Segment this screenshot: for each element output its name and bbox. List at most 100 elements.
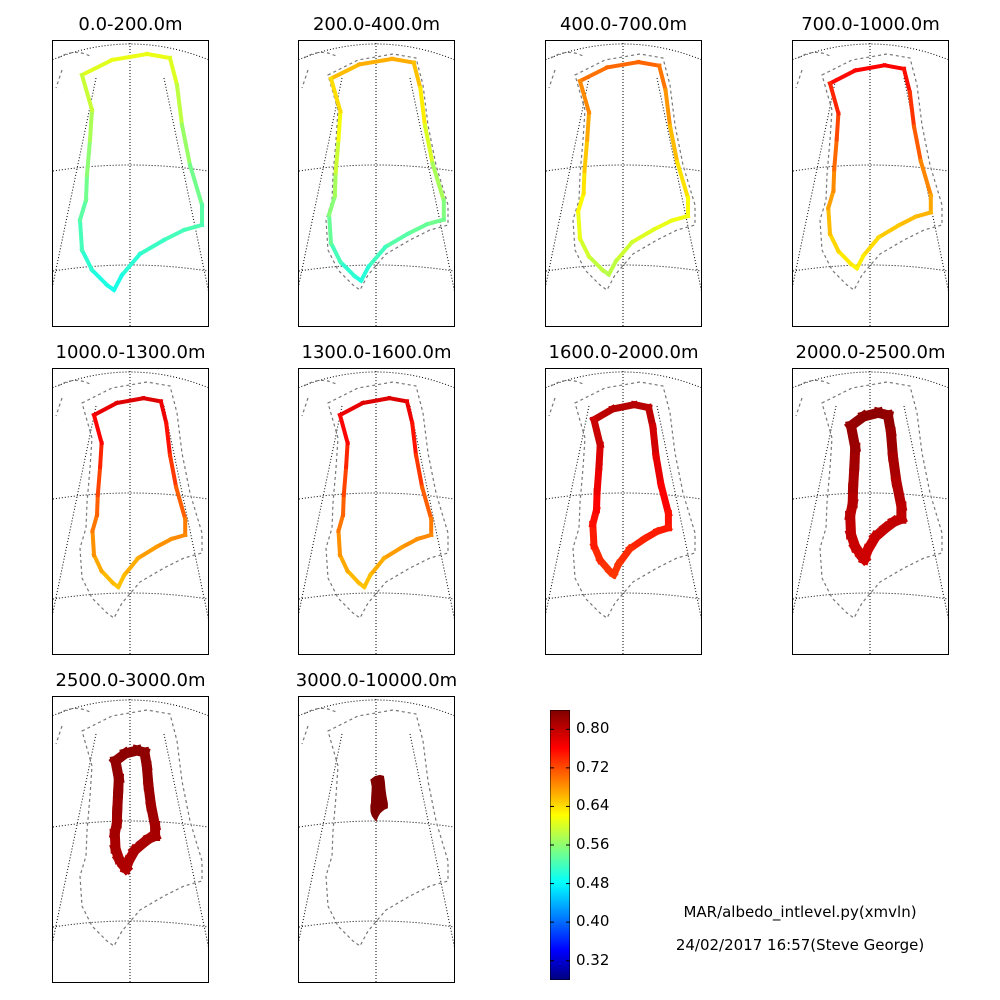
panel-title: 2500.0-3000.0m [55, 670, 206, 691]
graticule-parallel [545, 43, 702, 61]
map-frame [298, 696, 455, 983]
coastline [301, 51, 337, 89]
graticule-meridian [163, 77, 209, 296]
coastline [325, 381, 449, 619]
albedo-band [344, 568, 362, 586]
map-panel [298, 40, 455, 327]
graticule-meridian [298, 77, 343, 292]
albedo-band [430, 160, 447, 204]
colorbar-tick-label: 0.32 [576, 950, 610, 969]
albedo-band [358, 263, 372, 284]
albedo-band [356, 56, 395, 67]
albedo-band [153, 536, 175, 550]
coastline [55, 379, 91, 417]
albedo-band [827, 231, 842, 254]
albedo-band [589, 415, 605, 450]
albedo-band [367, 555, 387, 578]
albedo-band [337, 259, 358, 279]
albedo-band [181, 222, 205, 233]
albedo-band [651, 217, 675, 233]
albedo-band [593, 462, 603, 496]
albedo-band [663, 87, 673, 129]
albedo-band [365, 244, 389, 270]
albedo-band [158, 398, 169, 426]
map-panel [52, 696, 209, 983]
panel-title: 1600.0-2000.0m [548, 342, 699, 363]
albedo-band [326, 212, 334, 246]
albedo-band [882, 62, 907, 72]
albedo-band [387, 395, 410, 404]
albedo-band [852, 62, 887, 73]
map-panel [298, 696, 455, 983]
graticule-meridian [903, 405, 949, 624]
graticule-meridian [545, 405, 590, 620]
graticule-meridian [409, 405, 455, 624]
albedo-band [109, 51, 150, 63]
coastline [55, 51, 91, 89]
albedo-band [586, 253, 606, 273]
albedo-band [98, 568, 116, 586]
coastline [325, 709, 449, 947]
colorbar-tick-label: 0.40 [576, 912, 610, 931]
coastline [572, 381, 696, 619]
albedo-band [399, 536, 421, 550]
graticule-parallel [298, 699, 455, 717]
colorbar-tick-label: 0.80 [576, 719, 610, 738]
albedo-band [174, 82, 185, 128]
albedo-band [418, 85, 428, 128]
graticule-parallel [52, 699, 209, 717]
albedo-band [581, 168, 587, 196]
map-panel [298, 368, 455, 655]
albedo-band [360, 395, 392, 406]
albedo-band [911, 124, 924, 164]
panel-title: 3000.0-10000.0m [295, 670, 458, 691]
albedo-band [328, 61, 362, 82]
graticule-meridian [52, 733, 97, 948]
albedo-band [875, 222, 902, 241]
albedo-band [651, 451, 666, 489]
albedo-band [90, 528, 97, 558]
albedo-band [179, 122, 193, 168]
graticule-parallel [298, 371, 455, 389]
graticule-parallel [792, 43, 949, 61]
graticule-meridian [656, 77, 702, 296]
panel-title: 400.0-700.0m [559, 14, 688, 35]
albedo-band [636, 59, 662, 69]
colorbar-tick-label: 0.64 [576, 796, 610, 815]
coastline [795, 51, 831, 89]
coastline [301, 379, 337, 417]
albedo-band [422, 123, 435, 166]
albedo-band [575, 191, 587, 214]
albedo-band [674, 159, 691, 201]
panel-title: 700.0-1000.0m [801, 14, 940, 35]
albedo-band [656, 480, 673, 518]
coastline [548, 51, 584, 89]
albedo-band [135, 544, 160, 561]
map-panel [792, 40, 949, 327]
albedo-band [341, 464, 349, 498]
albedo-band [328, 240, 344, 265]
map-frame [52, 696, 209, 983]
albedo-band [381, 544, 406, 561]
albedo-band [826, 205, 833, 237]
albedo-band [167, 55, 180, 88]
graticule-parallel [52, 371, 209, 389]
albedo-band [913, 209, 934, 220]
albedo-band [163, 420, 173, 458]
albedo-band [577, 64, 610, 84]
albedo-band [83, 172, 90, 203]
albedo-band [577, 235, 592, 260]
coastline [572, 53, 696, 291]
albedo-band [115, 572, 128, 590]
albedo-band [405, 221, 430, 237]
albedo-band [169, 532, 188, 542]
script-credit: MAR/albedo_intlevel.py(xmvln) [683, 903, 917, 921]
graticule-parallel [545, 371, 702, 389]
albedo-band [337, 400, 366, 418]
albedo-band [834, 111, 841, 142]
albedo-band [79, 247, 95, 273]
albedo-band [336, 528, 343, 558]
albedo-band [328, 76, 343, 114]
albedo-band [77, 217, 85, 253]
albedo-band [606, 258, 619, 278]
